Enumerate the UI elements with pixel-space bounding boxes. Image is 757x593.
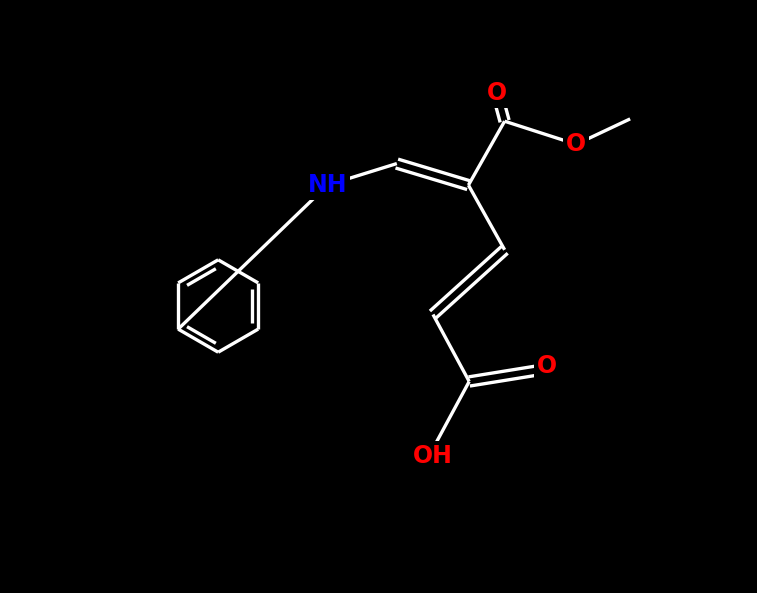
Text: O: O	[537, 354, 557, 378]
Text: OH: OH	[413, 444, 453, 468]
Text: O: O	[487, 81, 507, 105]
Text: NH: NH	[308, 173, 347, 197]
Text: O: O	[566, 132, 586, 157]
